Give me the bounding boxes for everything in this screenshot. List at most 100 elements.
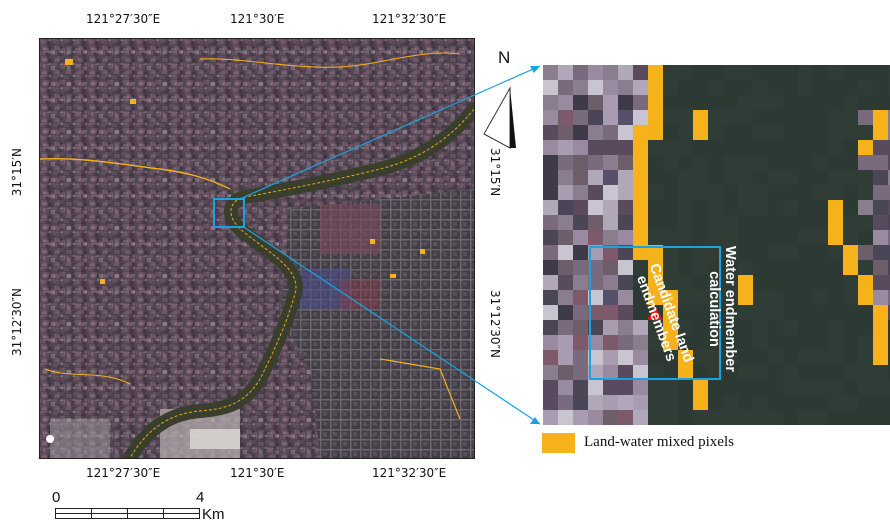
zoom-pixel [708,110,723,125]
zoom-pixel [618,335,633,350]
zoom-pixel [678,260,693,275]
zoom-pixel [603,260,618,275]
zoom-pixel [813,200,828,215]
zoom-pixel [888,140,890,155]
zoom-pixel [888,110,890,125]
zoom-pixel [753,65,768,80]
zoom-pixel [678,155,693,170]
zoom-pixel [738,410,753,425]
zoom-pixel [828,65,843,80]
zoom-pixel [663,320,678,335]
zoom-pixel [738,275,753,290]
zoom-pixel [588,110,603,125]
zoom-pixel [798,80,813,95]
zoom-pixel [798,350,813,365]
zoom-pixel [708,80,723,95]
zoom-pixel [558,215,573,230]
zoom-pixel [648,215,663,230]
bottom-axis-label: 121°32′30″E [372,466,447,480]
zoom-pixel [858,80,873,95]
zoom-pixel [573,110,588,125]
zoom-pixel [888,410,890,425]
zoom-pixel [693,185,708,200]
zoom-pixel [723,80,738,95]
zoom-pixel [738,170,753,185]
zoom-pixel [618,260,633,275]
zoom-pixel [828,365,843,380]
zoom-pixel [783,80,798,95]
zoom-pixel [678,125,693,140]
zoom-pixel [663,95,678,110]
zoom-pixel [678,290,693,305]
zoom-pixel [828,380,843,395]
zoom-pixel [843,200,858,215]
zoom-pixel [618,95,633,110]
zoom-pixel [828,80,843,95]
zoom-pixel [798,260,813,275]
zoom-pixel [588,365,603,380]
zoom-pixel [603,80,618,95]
zoom-pixel [843,125,858,140]
zoom-pixel [588,305,603,320]
zoom-pixel [723,365,738,380]
zoom-pixel [858,395,873,410]
zoom-pixel [573,365,588,380]
zoom-pixel [753,245,768,260]
zoom-pixel [843,80,858,95]
zoom-pixel [723,110,738,125]
zoom-pixel [633,200,648,215]
zoom-pixel [603,230,618,245]
zoom-pixel [738,290,753,305]
zoom-pixel [873,245,888,260]
zoom-pixel [783,365,798,380]
zoom-pixel [573,95,588,110]
zoom-pixel [873,125,888,140]
zoom-pixel [813,65,828,80]
zoom-pixel [693,65,708,80]
zoom-pixel [798,95,813,110]
zoom-pixel [753,95,768,110]
zoom-pixel [558,350,573,365]
zoom-pixel [738,260,753,275]
zoom-pixel [858,140,873,155]
zoom-pixel [558,200,573,215]
zoom-pixel [768,395,783,410]
zoom-pixel [663,395,678,410]
zoom-pixel [573,260,588,275]
zoom-pixel [738,380,753,395]
zoom-pixel [603,215,618,230]
top-axis-label: 121°32′30″E [372,12,447,26]
zoom-pixel [798,365,813,380]
zoom-pixel [663,335,678,350]
zoom-pixel [753,320,768,335]
zoom-pixel [783,140,798,155]
zoom-pixel [843,260,858,275]
zoom-pixel [543,245,558,260]
zoom-pixel [768,320,783,335]
zoom-pixel [648,335,663,350]
zoom-pixel [603,380,618,395]
zoom-pixel [708,95,723,110]
zoom-pixel [813,365,828,380]
zoom-pixel [783,155,798,170]
zoom-pixel [888,95,890,110]
zoom-pixel [633,125,648,140]
zoom-pixel [768,335,783,350]
zoom-pixel [798,185,813,200]
zoom-pixel [543,395,558,410]
zoom-pixel [783,335,798,350]
zoom-pixel [543,65,558,80]
zoom-pixel [873,80,888,95]
legend-swatch [542,433,575,453]
zoom-pixel [813,275,828,290]
zoom-pixel [648,290,663,305]
zoom-pixel [723,410,738,425]
zoom-pixel [873,95,888,110]
zoom-pixel [828,290,843,305]
zoom-pixel [738,140,753,155]
zoom-pixel [633,410,648,425]
zoom-pixel [783,230,798,245]
zoom-pixel [648,350,663,365]
zoom-pixel [663,125,678,140]
zoom-pixel [858,185,873,200]
